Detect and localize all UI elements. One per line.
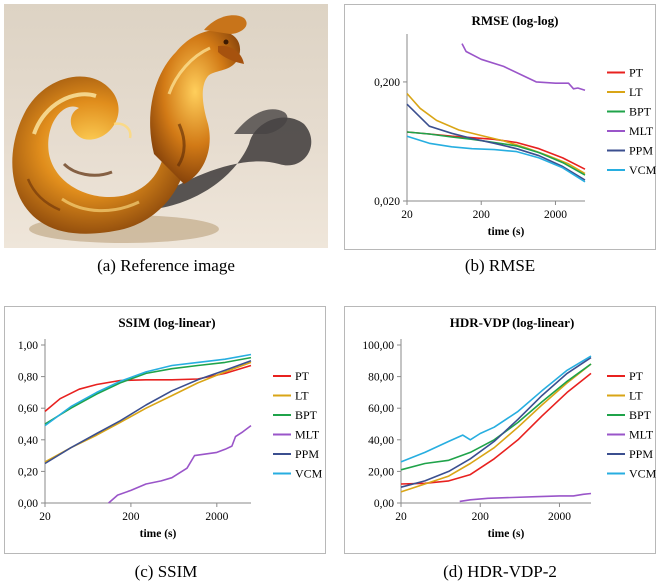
rmse-plot: RMSE (log-log) 0,020 0,200 20 200 2000 time (s… <box>374 13 657 238</box>
x-tick-label: 200 <box>122 511 140 523</box>
legend-label-ppm: PPM <box>629 447 653 461</box>
ssim-plot: SSIM (log-linear) 0,00 0,20 0,40 0,60 0,80 1,0… <box>18 315 323 540</box>
legend-label-pt: PT <box>629 66 644 80</box>
dragon-render <box>4 4 328 248</box>
chart-ssim: SSIM (log-linear) 0,00 0,20 0,40 0,60 0,80 1,0… <box>4 306 326 554</box>
caption-c: (c) SSIM <box>134 562 198 581</box>
panel-ssim: SSIM (log-linear) 0,00 0,20 0,40 0,60 0,80 1,0… <box>0 300 332 585</box>
legend-label-mlt: MLT <box>295 428 320 442</box>
legend-label-pt: PT <box>629 369 644 383</box>
y-tick-label: 0,60 <box>18 403 38 415</box>
reference-image <box>4 4 328 248</box>
legend-label-lt: LT <box>295 389 309 403</box>
y-tick-label: 60,00 <box>368 403 394 415</box>
series-line-pt <box>44 364 252 413</box>
y-tick-label: 0,00 <box>18 498 38 510</box>
panel-reference-image: (a) Reference image <box>0 0 332 290</box>
y-tick-label: 0,00 <box>374 498 394 510</box>
chart-hdr-vdp: HDR-VDP (log-linear) 0,00 20,00 40,00 60,00 8… <box>344 306 657 554</box>
y-tick-label: 100,00 <box>362 340 394 352</box>
series-line-mlt <box>459 492 592 503</box>
series-line-lt <box>406 92 586 175</box>
series-line-ppm <box>44 360 252 465</box>
series-line-vcm <box>400 355 592 463</box>
legend-label-vcm: VCM <box>629 467 657 481</box>
series-line-vcm <box>406 135 586 183</box>
x-axis-label: time (s) <box>488 226 525 238</box>
y-tick-label: 20,00 <box>368 466 394 478</box>
legend-label-ppm: PPM <box>629 144 653 158</box>
series-line-lt <box>44 361 252 463</box>
y-tick-label: 0,200 <box>374 77 400 89</box>
legend-label-mlt: MLT <box>629 428 654 442</box>
legend-label-bpt: BPT <box>295 408 318 422</box>
series-line-bpt <box>44 356 252 425</box>
x-tick-label: 2000 <box>544 209 567 221</box>
y-tick-label: 0,020 <box>374 196 400 208</box>
x-axis-label: time (s) <box>488 528 525 540</box>
caption-b: (b) RMSE <box>464 256 536 275</box>
y-tick-label: 80,00 <box>368 372 394 384</box>
series-line-vcm <box>44 353 252 427</box>
series-line-mlt <box>108 424 252 504</box>
chart-title: RMSE (log-log) <box>471 13 558 28</box>
y-tick-label: 1,00 <box>18 340 38 352</box>
y-tick-label: 0,80 <box>18 372 38 384</box>
series-line-bpt <box>400 363 592 471</box>
y-tick-label: 0,40 <box>18 435 38 447</box>
caption-a: (a) Reference image <box>97 256 235 275</box>
legend-label-lt: LT <box>629 85 643 99</box>
series-line-mlt <box>461 43 586 92</box>
x-tick-label: 20 <box>401 209 413 221</box>
series-line-pt <box>400 372 592 485</box>
x-tick-label: 200 <box>472 511 490 523</box>
series-line-lt <box>400 363 592 493</box>
chart-title: HDR-VDP (log-linear) <box>450 315 575 330</box>
series-line-ppm <box>406 103 586 181</box>
caption-d: (d) HDR-VDP-2 <box>443 562 557 581</box>
panel-hdr-vdp: HDR-VDP (log-linear) 0,00 20,00 40,00 60,00 8… <box>340 300 660 585</box>
legend-label-lt: LT <box>629 389 643 403</box>
x-tick-label: 200 <box>473 209 491 221</box>
y-tick-label: 40,00 <box>368 435 394 447</box>
x-tick-label: 2000 <box>205 511 228 523</box>
x-tick-label: 20 <box>39 511 51 523</box>
chart-rmse: RMSE (log-log) 0,020 0,200 20 200 2000 time (s… <box>344 4 657 250</box>
legend-label-mlt: MLT <box>629 124 654 138</box>
x-axis-label: time (s) <box>140 528 177 540</box>
panel-rmse: RMSE (log-log) 0,020 0,200 20 200 2000 time (s… <box>340 0 660 290</box>
series-line-ppm <box>400 356 592 488</box>
legend-label-bpt: BPT <box>629 105 652 119</box>
legend-label-vcm: VCM <box>629 163 657 177</box>
x-tick-label: 2000 <box>548 511 571 523</box>
legend-label-bpt: BPT <box>629 408 652 422</box>
legend-label-pt: PT <box>295 369 310 383</box>
x-tick-label: 20 <box>395 511 407 523</box>
legend-label-vcm: VCM <box>295 467 323 481</box>
legend-label-ppm: PPM <box>295 447 319 461</box>
y-tick-label: 0,20 <box>18 466 38 478</box>
hdr-vdp-plot: HDR-VDP (log-linear) 0,00 20,00 40,00 60,00 8… <box>362 315 657 540</box>
chart-title: SSIM (log-linear) <box>118 315 215 330</box>
